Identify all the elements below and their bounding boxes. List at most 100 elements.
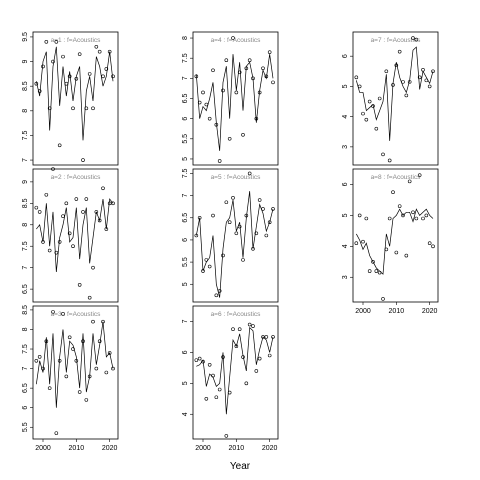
- point: [71, 106, 75, 111]
- point: [231, 196, 235, 200]
- point: [394, 250, 399, 255]
- point: [84, 197, 89, 201]
- point: [231, 327, 235, 331]
- point: [34, 81, 39, 86]
- point: [197, 215, 202, 220]
- point: [257, 90, 262, 95]
- point: [104, 67, 109, 71]
- point: [271, 207, 275, 211]
- point: [94, 366, 99, 371]
- panel-frame: [32, 168, 119, 303]
- point: [194, 233, 199, 238]
- point: [244, 66, 249, 71]
- point: [231, 36, 235, 40]
- y-tick-label: 9: [22, 180, 29, 184]
- point: [431, 244, 435, 249]
- point: [404, 93, 409, 98]
- point: [197, 356, 202, 361]
- point: [211, 68, 215, 73]
- y-tick-label: 5.5: [182, 257, 189, 267]
- y-tick-label: 6.5: [22, 383, 29, 393]
- point: [357, 84, 362, 89]
- point: [47, 106, 52, 111]
- point: [204, 258, 209, 262]
- point: [241, 132, 245, 137]
- point: [237, 224, 242, 229]
- point: [371, 104, 375, 108]
- x-tick-label: 2000: [195, 445, 211, 452]
- point: [41, 366, 45, 371]
- point: [254, 369, 259, 373]
- y-tick-label: 4: [342, 244, 349, 248]
- y-tick-label: 7: [22, 367, 29, 371]
- point: [217, 159, 222, 163]
- y-tick-label: 7: [182, 76, 189, 80]
- y-tick-label: 5: [342, 84, 349, 88]
- point: [401, 213, 405, 218]
- point: [207, 264, 212, 269]
- y-tick-label: 7.5: [22, 344, 29, 354]
- y-tick-label: 7.5: [22, 241, 29, 251]
- point: [87, 295, 92, 300]
- point: [367, 269, 372, 273]
- panel-frame: [352, 168, 439, 303]
- point: [87, 72, 92, 76]
- fit-line: [35, 46, 114, 141]
- point: [104, 370, 109, 375]
- point: [357, 213, 362, 218]
- panel-frame: [32, 31, 119, 166]
- y-tick-label: 6.5: [22, 284, 29, 294]
- point: [374, 269, 379, 273]
- point: [107, 351, 112, 355]
- point: [34, 205, 39, 210]
- point: [91, 319, 95, 324]
- y-tick-label: 6: [182, 238, 189, 242]
- y-tick-label: 6: [182, 350, 189, 354]
- fit-line: [35, 321, 114, 408]
- point: [381, 152, 385, 157]
- point: [67, 335, 72, 340]
- point: [264, 335, 269, 339]
- point: [431, 69, 435, 74]
- point: [264, 233, 269, 238]
- fit-line: [355, 46, 434, 141]
- point: [364, 117, 369, 122]
- point: [57, 143, 62, 148]
- point: [427, 241, 432, 246]
- point: [74, 358, 79, 363]
- point: [381, 297, 385, 301]
- point: [101, 74, 105, 79]
- panel-title: a=6 : f=Acoustics: [211, 311, 262, 318]
- point: [214, 395, 219, 400]
- y-tick-label: 8.5: [22, 81, 29, 91]
- y-tick-label: 8: [22, 109, 29, 113]
- point: [237, 70, 242, 75]
- y-tick-label: 8: [22, 327, 29, 331]
- point: [204, 396, 209, 401]
- point: [271, 335, 275, 339]
- panel-frame: [192, 168, 279, 303]
- point: [204, 102, 209, 107]
- point: [394, 63, 399, 68]
- x-tick-label: 2020: [262, 445, 278, 452]
- point: [234, 90, 239, 95]
- point: [257, 198, 262, 202]
- point: [361, 239, 365, 244]
- point: [101, 186, 105, 191]
- point: [41, 64, 45, 69]
- point: [81, 158, 85, 162]
- point: [407, 179, 412, 184]
- point: [424, 78, 429, 83]
- point: [211, 213, 215, 218]
- point: [247, 171, 252, 176]
- y-tick-label: 6: [342, 54, 349, 58]
- point: [107, 201, 112, 206]
- point: [414, 216, 419, 221]
- point: [384, 247, 389, 252]
- y-tick-label: 7: [182, 319, 189, 323]
- point: [67, 231, 72, 236]
- point: [37, 210, 42, 214]
- point: [424, 213, 429, 218]
- point: [54, 250, 59, 255]
- point: [267, 220, 272, 224]
